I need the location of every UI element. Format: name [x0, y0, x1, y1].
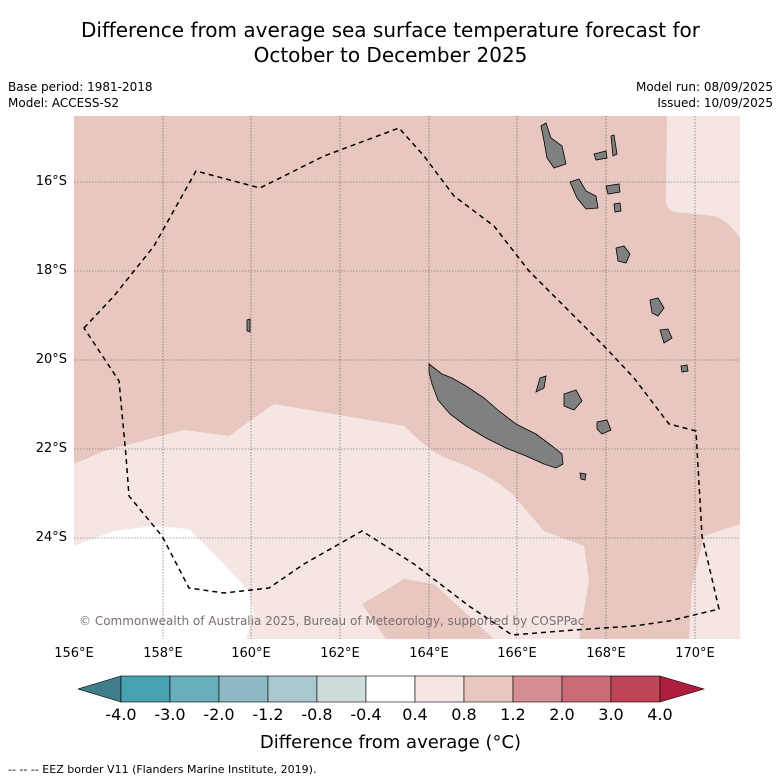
colorbar-label: Difference from average (°C)	[259, 732, 522, 753]
espiritu-santo-land	[540, 122, 567, 169]
lat-label-20s: 20°S	[35, 352, 67, 367]
lon-label-170e: 170°E	[675, 646, 715, 661]
anomaly-region-below-0-4	[74, 526, 254, 639]
vanuatu-epi-land	[613, 202, 622, 213]
model-text: Model: ACCESS-S2	[8, 96, 120, 110]
lon-label-168e: 168°E	[586, 646, 626, 661]
colorbar-swatch-5	[316, 675, 367, 703]
efate-land	[615, 245, 631, 264]
copyright-notice: © Commonwealth of Australia 2025, Bureau…	[79, 614, 585, 628]
colorbar-tick-label: 4.0	[647, 705, 673, 724]
colorbar-tick-label: -1.2	[252, 705, 284, 724]
isle-of-pines-land	[579, 472, 587, 481]
title-line-2: October to December 2025	[253, 43, 528, 67]
colorbar-swatch-9	[512, 675, 563, 703]
colorbar-tick-label: -2.0	[203, 705, 235, 724]
colorbar-tick-label: 2.0	[549, 705, 575, 724]
lat-label-24s: 24°S	[35, 530, 67, 545]
colorbar-swatch-3	[218, 675, 269, 703]
chesterfield-island	[246, 318, 251, 333]
graticule	[74, 116, 740, 639]
aneityum-land	[680, 364, 689, 373]
anomaly-region-south-tongue	[362, 579, 494, 639]
vanuatu-ambrym-land	[605, 183, 621, 195]
lon-label-158e: 158°E	[143, 646, 183, 661]
erromango-land	[649, 297, 665, 317]
colorbar-tick-label: -4.0	[105, 705, 137, 724]
lon-label-160e: 160°E	[231, 646, 271, 661]
colorbar-swatch-over	[659, 675, 706, 703]
lon-label-166e: 166°E	[497, 646, 537, 661]
land-masses	[246, 122, 689, 481]
meta-left: Base period: 1981-2018 Model: ACCESS-S2	[8, 79, 153, 111]
lon-label-156e: 156°E	[54, 646, 94, 661]
colorbar-swatch-11	[610, 675, 661, 703]
lat-label-22s: 22°S	[35, 441, 67, 456]
new-caledonia-land	[428, 363, 564, 469]
loyalty-ouvea-land	[535, 375, 547, 393]
lon-label-164e: 164°E	[409, 646, 449, 661]
malekula-land	[569, 178, 599, 210]
colorbar-swatch-under	[78, 675, 122, 703]
colorbar-swatch-10	[561, 675, 612, 703]
eez-border	[83, 127, 720, 636]
colorbar-tick-label: -3.0	[154, 705, 186, 724]
vanuatu-ambae-land	[593, 150, 608, 161]
colorbar-tick-label: 0.4	[402, 705, 428, 724]
colorbar-swatch-1	[120, 675, 171, 703]
colorbar-tick-label: 1.2	[500, 705, 526, 724]
lat-label-18s: 18°S	[35, 263, 67, 278]
colorbar-tick-label: -0.8	[301, 705, 333, 724]
lon-label-162e: 162°E	[320, 646, 360, 661]
lat-label-16s: 16°S	[35, 174, 67, 189]
meta-right: Model run: 08/09/2025 Issued: 10/09/2025	[636, 79, 773, 111]
colorbar-swatch-4	[267, 675, 318, 703]
colorbar-tick-label: 3.0	[598, 705, 624, 724]
tanna-land	[659, 328, 673, 344]
loyalty-lifou-land	[563, 389, 583, 411]
colorbar-tick-label: 0.8	[451, 705, 477, 724]
colorbar-swatch-7	[414, 675, 465, 703]
eez-footnote: -- -- -- EEZ border V11 (Flanders Marine…	[8, 763, 317, 776]
vanuatu-pentecost-land	[610, 134, 618, 157]
colorbar	[78, 675, 706, 703]
colorbar-swatch-8	[463, 675, 514, 703]
chart-title: Difference from average sea surface temp…	[0, 18, 781, 68]
model-run-text: Model run: 08/09/2025	[635, 80, 773, 94]
sst-anomaly-map	[74, 116, 740, 639]
colorbar-tick-label: -0.4	[350, 705, 382, 724]
loyalty-mare-land	[596, 419, 612, 435]
issued-text: Issued: 10/09/2025	[657, 96, 773, 110]
colorbar-swatch-2	[169, 675, 220, 703]
colorbar-swatch-6	[365, 675, 416, 703]
title-line-1: Difference from average sea surface temp…	[80, 18, 700, 42]
base-period-text: Base period: 1981-2018	[8, 80, 153, 94]
anomaly-region-se-0-4-0-8	[689, 524, 740, 639]
anomaly-region-ne-0-4-0-8	[665, 116, 740, 238]
